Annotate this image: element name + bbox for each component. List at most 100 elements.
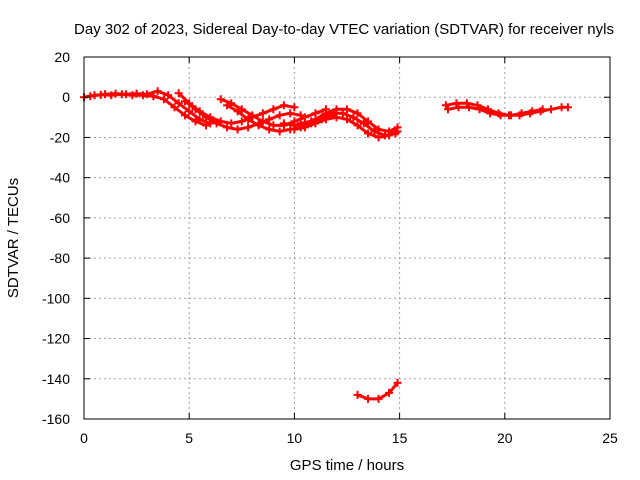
x-axis-title: GPS time / hours <box>290 457 404 474</box>
data-point <box>538 105 547 114</box>
data-point <box>528 107 537 116</box>
y-tick-label: -140 <box>42 371 70 387</box>
y-tick-label: -100 <box>42 290 70 306</box>
data-point <box>128 91 137 100</box>
data-point <box>174 89 183 98</box>
series-arc-d <box>180 97 305 134</box>
y-tick-label: -80 <box>50 250 70 266</box>
data-point <box>454 103 463 112</box>
data-point <box>233 107 242 116</box>
data-point <box>107 91 116 100</box>
data-point <box>202 121 211 130</box>
data-point <box>307 117 316 126</box>
data-point <box>180 97 189 106</box>
data-point <box>275 111 284 120</box>
data-point <box>393 378 402 387</box>
data-point <box>279 119 288 128</box>
data-point <box>353 109 362 118</box>
x-tick-label: 5 <box>185 430 193 446</box>
data-point <box>300 123 309 132</box>
data-point <box>364 129 373 138</box>
data-point <box>96 90 105 99</box>
y-tick-label: 0 <box>62 89 70 105</box>
plot-frame <box>83 56 611 420</box>
x-tick-label: 20 <box>497 430 513 446</box>
data-point <box>269 121 278 130</box>
data-point <box>212 119 221 128</box>
y-tick-label: -20 <box>50 129 70 145</box>
data-point <box>317 113 326 122</box>
data-point <box>290 103 299 112</box>
data-point <box>227 99 236 108</box>
data-point <box>391 129 400 138</box>
data-point <box>374 394 383 403</box>
data-point <box>258 109 267 118</box>
data-point <box>149 92 158 101</box>
data-point <box>290 125 299 134</box>
data-point <box>338 109 347 118</box>
series-arc-j <box>353 378 402 403</box>
y-tick-label: -40 <box>50 170 70 186</box>
data-point <box>265 125 274 134</box>
data-point <box>496 111 505 120</box>
data-point <box>547 105 556 114</box>
data-point <box>343 115 351 124</box>
data-point <box>237 105 246 114</box>
x-tick-label: 25 <box>602 430 618 446</box>
data-point <box>359 119 368 128</box>
data-point <box>237 117 246 126</box>
data-point <box>475 105 484 114</box>
data-point <box>385 388 394 397</box>
data-series <box>80 87 572 403</box>
data-point <box>465 103 474 112</box>
data-point <box>374 133 383 142</box>
data-point <box>248 111 257 120</box>
data-point <box>258 117 267 126</box>
data-point <box>343 105 351 114</box>
data-point <box>517 109 526 118</box>
x-tick-label: 0 <box>80 430 88 446</box>
data-point <box>254 121 263 130</box>
data-point <box>185 107 194 116</box>
x-tick-label: 15 <box>392 430 408 446</box>
data-point <box>191 105 200 114</box>
data-point <box>233 125 242 134</box>
series-line <box>446 105 545 117</box>
data-point <box>244 123 253 132</box>
series-line <box>356 381 399 401</box>
series-arc-b <box>86 90 211 130</box>
data-point <box>370 127 379 136</box>
data-point <box>170 103 179 112</box>
data-point <box>364 394 373 403</box>
data-point <box>174 99 183 108</box>
data-point <box>353 390 362 399</box>
data-point <box>275 127 284 136</box>
data-point <box>223 101 232 110</box>
data-point <box>180 111 189 120</box>
data-point <box>364 117 373 126</box>
data-point <box>279 101 288 110</box>
data-point <box>380 131 389 140</box>
data-point <box>244 115 253 124</box>
data-point <box>507 111 516 120</box>
data-point <box>269 105 278 114</box>
series-line <box>299 111 397 137</box>
data-point <box>328 109 337 118</box>
grid <box>84 57 610 419</box>
data-point <box>153 87 162 96</box>
data-point <box>216 95 225 104</box>
y-tick-label: -120 <box>42 331 70 347</box>
data-point <box>563 103 572 112</box>
y-tick-label: 20 <box>54 49 70 65</box>
data-point <box>441 101 450 110</box>
data-point <box>202 113 211 122</box>
data-point <box>452 99 461 108</box>
series-arc-i <box>296 109 400 140</box>
data-point <box>353 121 362 130</box>
data-point <box>117 90 126 99</box>
data-point <box>443 105 452 114</box>
data-point <box>223 123 232 132</box>
data-point <box>164 91 173 100</box>
y-tick-label: -160 <box>42 411 70 427</box>
